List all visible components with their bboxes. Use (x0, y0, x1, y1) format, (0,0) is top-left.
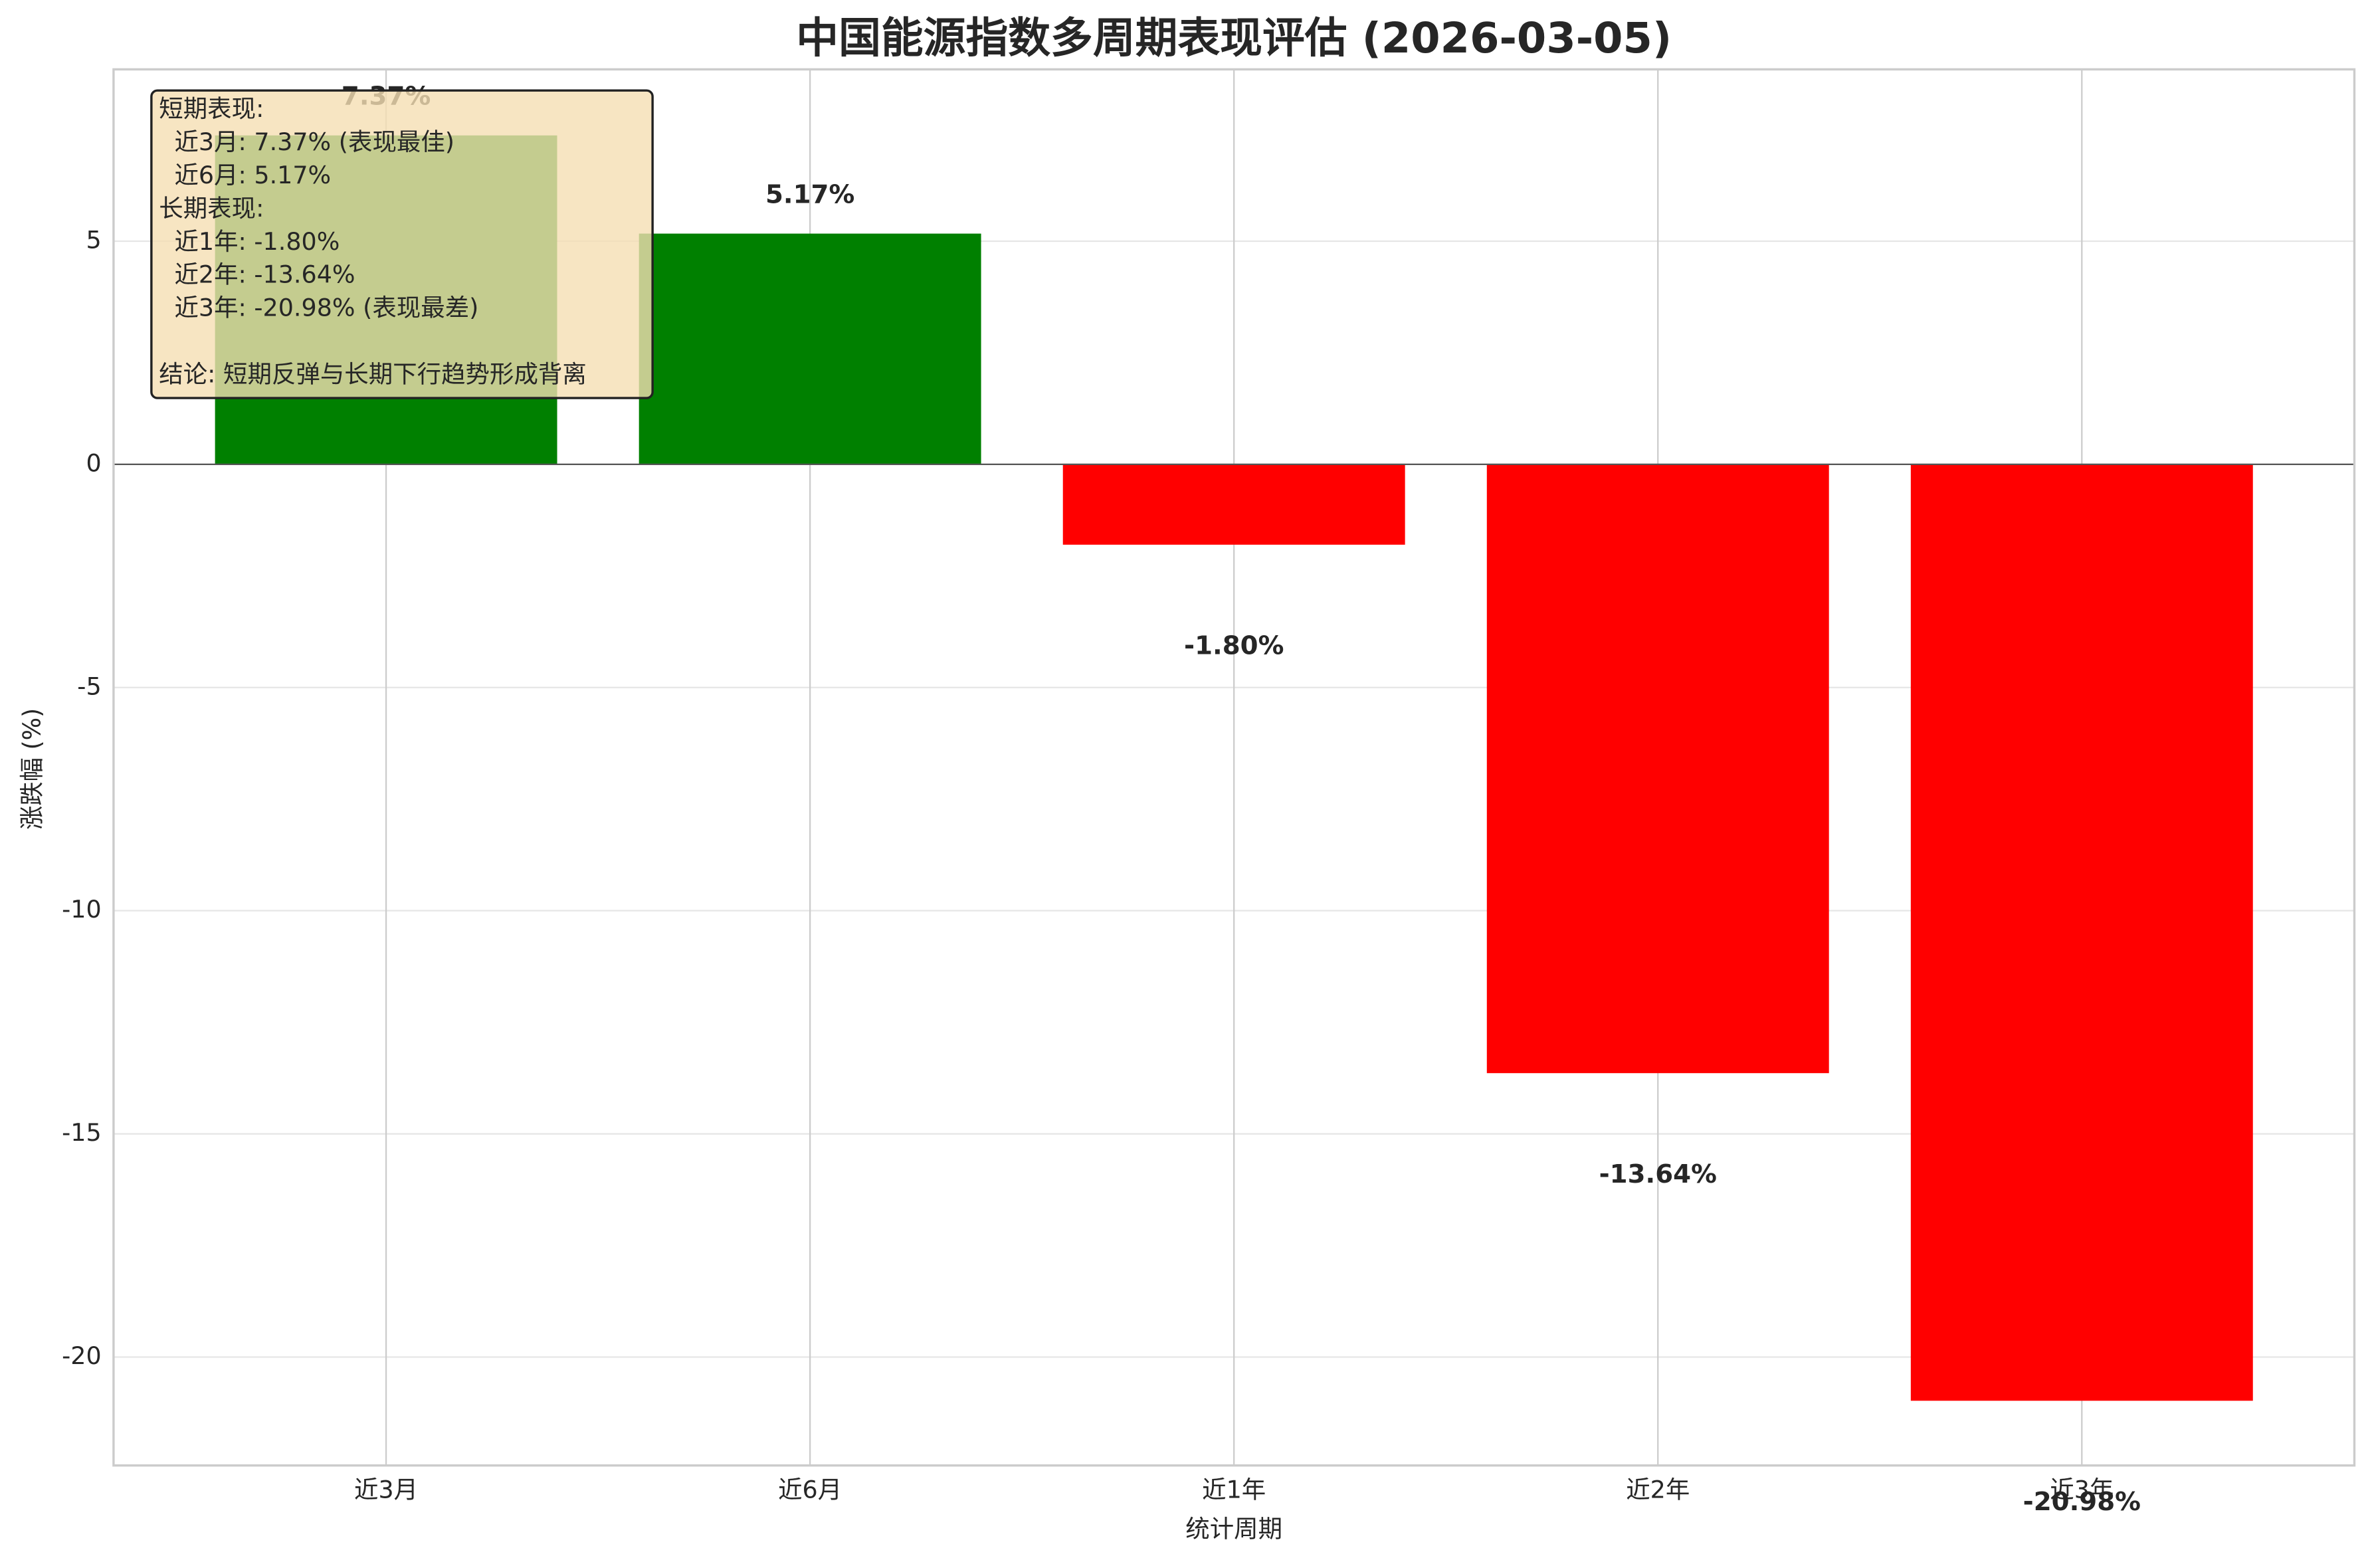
annotation-line: 近1年: -1.80% (159, 227, 340, 256)
annotation-line: 近6月: 5.17% (159, 161, 331, 189)
annotation-line: 近2年: -13.64% (159, 260, 355, 289)
annotation-conclusion: 结论: 短期反弹与长期下行趋势形成背离 (159, 360, 587, 389)
value-label: -13.64% (1599, 1159, 1717, 1189)
x-tick-label: 近1年 (1202, 1476, 1266, 1504)
value-label: 5.17% (765, 179, 854, 209)
annotation-line: 长期表现: (159, 194, 264, 223)
x-tick-label: 近3月 (354, 1476, 418, 1504)
bar (639, 233, 981, 464)
y-tick-label: -5 (77, 672, 101, 700)
bar (1910, 464, 2253, 1401)
x-tick-label: 近2年 (1626, 1476, 1690, 1504)
annotation-line: 短期表现: (159, 94, 264, 123)
value-label: -20.98% (2023, 1487, 2141, 1517)
x-tick-label: 近6月 (778, 1476, 842, 1504)
annotation-line: 近3年: -20.98% (表现最差) (159, 294, 478, 322)
chart-title: 中国能源指数多周期表现评估 (2026-03-05) (796, 14, 1672, 63)
value-label: -1.80% (1184, 631, 1284, 661)
y-axis-label: 涨跌幅 (%) (18, 708, 47, 830)
y-tick-label: 0 (86, 448, 101, 477)
y-tick-label: -20 (62, 1341, 102, 1370)
plot-frame (112, 68, 2356, 1467)
y-tick-label: -15 (62, 1118, 102, 1147)
bar (1062, 464, 1405, 545)
x-axis-label: 统计周期 (1185, 1515, 1282, 1543)
x-tick-label: 近3年 (2050, 1476, 2114, 1504)
annotation-line: 近3月: 7.37% (表现最佳) (159, 128, 454, 156)
bar (1486, 464, 1829, 1074)
y-tick-label: 5 (86, 226, 101, 254)
annotation-box (150, 89, 654, 399)
y-tick-label: -10 (62, 895, 102, 924)
